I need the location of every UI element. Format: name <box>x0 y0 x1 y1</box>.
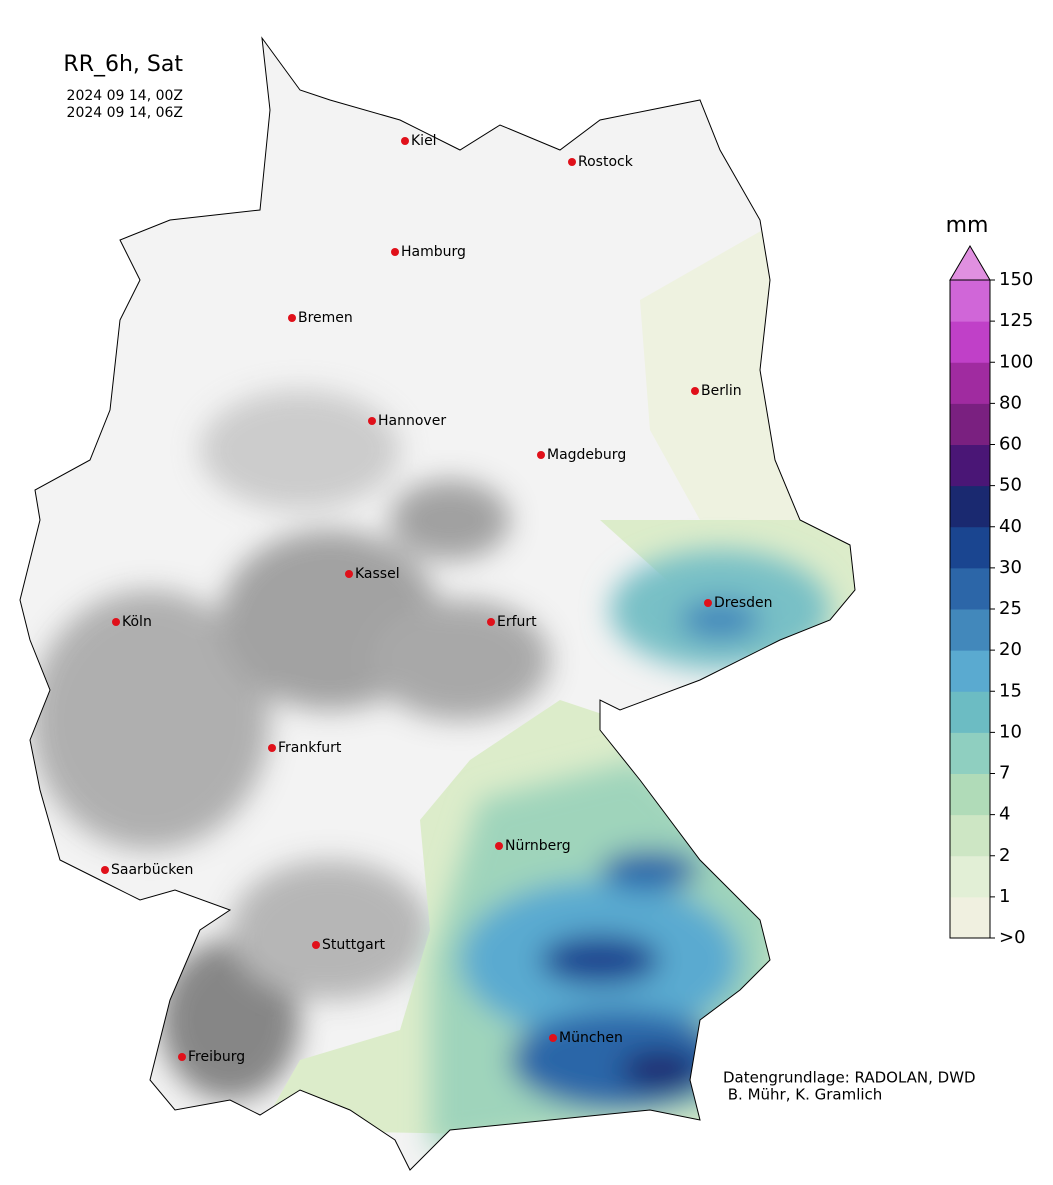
colorbar-band <box>950 526 990 569</box>
city-marker <box>704 599 712 607</box>
colorbar-tick-label: 25 <box>999 598 1022 619</box>
precipitation <box>260 220 855 1150</box>
colorbar-tick-label: 40 <box>999 516 1022 537</box>
valid-to: 2024 09 14, 06Z <box>67 105 183 121</box>
colorbar-tick-label: 2 <box>999 845 1010 866</box>
city-label: Dresden <box>714 595 773 611</box>
colorbar-band <box>950 485 990 528</box>
city-marker <box>345 570 353 578</box>
city-marker <box>178 1053 186 1061</box>
colorbar-tick-label: 1 <box>999 886 1010 907</box>
city-label: München <box>559 1030 623 1046</box>
colorbar-tick-label: 80 <box>999 392 1022 413</box>
colorbar-tick-label: 50 <box>999 475 1022 496</box>
colorbar-band <box>950 321 990 363</box>
city-label: Saarbücken <box>111 862 193 878</box>
colorbar-tick-label: 10 <box>999 721 1022 742</box>
city-label: Erfurt <box>497 614 537 630</box>
city-marker <box>537 451 545 459</box>
city-label: Hamburg <box>401 244 466 260</box>
colorbar-band <box>950 280 990 322</box>
colorbar-tick-label: 30 <box>999 557 1022 578</box>
city-marker <box>288 314 296 322</box>
city-label: Köln <box>122 614 152 630</box>
colorbar-band <box>950 691 990 733</box>
colorbar-tick-label: 4 <box>999 804 1010 825</box>
city-marker <box>101 866 109 874</box>
colorbar-band <box>950 814 990 857</box>
title: RR_6h, Sat <box>63 52 183 77</box>
valid-from: 2024 09 14, 00Z <box>67 88 183 104</box>
city-marker <box>112 618 120 626</box>
colorbar-band <box>950 609 990 651</box>
colorbar-band <box>950 896 990 939</box>
city-marker <box>391 248 399 256</box>
credit: Datengrundlage: RADOLAN, DWD <box>723 1069 976 1087</box>
city-label: Stuttgart <box>322 937 385 953</box>
city-label: Kiel <box>411 133 437 149</box>
city-label: Berlin <box>701 383 742 399</box>
colorbar-tick-label: >0 <box>999 927 1026 948</box>
colorbar-band <box>950 773 990 816</box>
colorbar-tick-label: 20 <box>999 639 1022 660</box>
colorbar-tick-label: 15 <box>999 680 1022 701</box>
city-label: Bremen <box>298 310 353 326</box>
city-label: Magdeburg <box>547 447 626 463</box>
colorbar-band <box>950 444 990 487</box>
city-label: Kassel <box>355 566 400 582</box>
city-label: Hannover <box>378 413 446 429</box>
city-marker <box>312 941 320 949</box>
credit: B. Mühr, K. Gramlich <box>723 1086 882 1104</box>
city-marker <box>368 417 376 425</box>
colorbar-band <box>950 650 990 692</box>
city-label: Frankfurt <box>278 740 342 756</box>
colorbar-band <box>950 567 990 610</box>
city-label: Rostock <box>578 154 634 170</box>
city-label: Freiburg <box>188 1049 245 1065</box>
colorbar-tick-label: 125 <box>999 310 1033 331</box>
city-label: Nürnberg <box>505 838 571 854</box>
colorbar-unit: mm <box>946 213 989 238</box>
colorbar-band <box>950 403 990 445</box>
colorbar-band <box>950 855 990 898</box>
colorbar-band <box>950 362 990 404</box>
city-marker <box>401 137 409 145</box>
colorbar-tick-label: 100 <box>999 351 1033 372</box>
colorbar-band <box>950 732 990 774</box>
city-marker <box>549 1034 557 1042</box>
colorbar-tick-label: 150 <box>999 269 1033 290</box>
colorbar-tick-label: 7 <box>999 763 1010 784</box>
city-marker <box>268 744 276 752</box>
colorbar-tick-label: 60 <box>999 434 1022 455</box>
colorbar-extend <box>949 245 991 281</box>
city-marker <box>495 842 503 850</box>
city-marker <box>691 387 699 395</box>
city-marker <box>487 618 495 626</box>
city-marker <box>568 158 576 166</box>
